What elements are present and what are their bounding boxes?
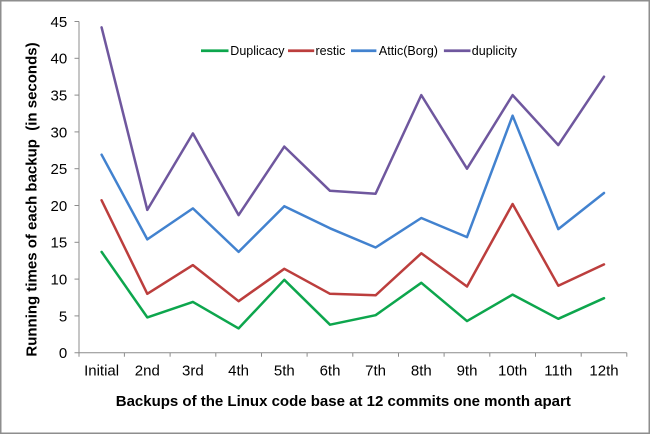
svg-text:25: 25 <box>51 161 68 178</box>
svg-text:Initial: Initial <box>84 363 119 380</box>
svg-text:8th: 8th <box>411 363 432 380</box>
svg-text:2nd: 2nd <box>135 363 160 380</box>
svg-text:5th: 5th <box>274 363 295 380</box>
svg-text:Duplicacy: Duplicacy <box>230 44 285 58</box>
svg-text:20: 20 <box>51 198 68 215</box>
svg-text:15: 15 <box>51 235 68 252</box>
svg-text:30: 30 <box>51 124 68 141</box>
svg-text:7th: 7th <box>365 363 386 380</box>
svg-text:Attic(Borg): Attic(Borg) <box>379 44 438 58</box>
svg-text:10: 10 <box>51 272 68 289</box>
svg-text:Running times of each backup: Running times of each backup (in seconds… <box>24 42 41 356</box>
svg-text:9th: 9th <box>457 363 478 380</box>
svg-text:40: 40 <box>51 51 68 68</box>
svg-text:restic: restic <box>316 44 346 58</box>
svg-text:4th: 4th <box>228 363 249 380</box>
svg-text:5: 5 <box>59 308 67 325</box>
svg-text:Backups of the Linux code base: Backups of the Linux code base at 12 com… <box>116 393 571 410</box>
svg-text:11th: 11th <box>544 363 572 380</box>
svg-text:45: 45 <box>51 14 68 31</box>
svg-text:3rd: 3rd <box>182 363 204 380</box>
svg-text:10th: 10th <box>498 363 527 380</box>
svg-text:12th: 12th <box>589 363 618 380</box>
svg-text:6th: 6th <box>320 363 341 380</box>
svg-text:duplicity: duplicity <box>472 44 518 58</box>
svg-text:0: 0 <box>59 345 67 362</box>
svg-text:35: 35 <box>51 88 68 105</box>
